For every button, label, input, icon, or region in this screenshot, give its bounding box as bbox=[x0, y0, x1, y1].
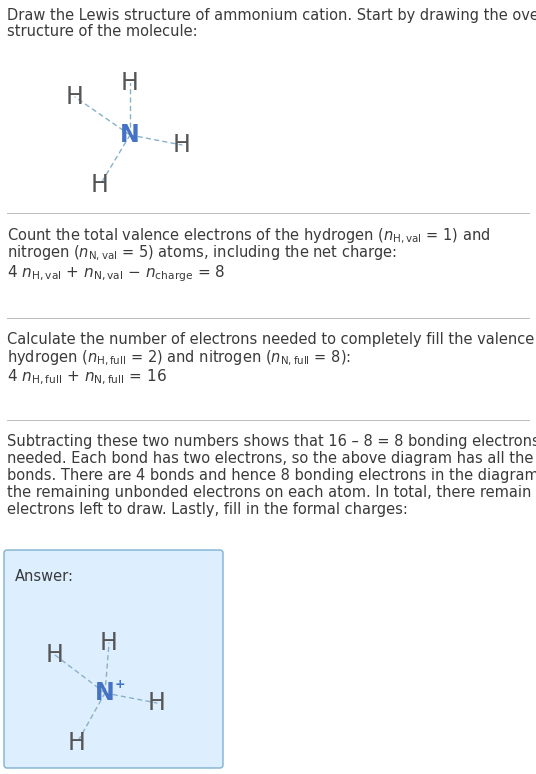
Text: needed. Each bond has two electrons, so the above diagram has all the necessary: needed. Each bond has two electrons, so … bbox=[7, 451, 536, 466]
Text: +: + bbox=[115, 677, 125, 690]
Text: H: H bbox=[148, 691, 166, 715]
Text: Count the total valence electrons of the hydrogen ($n_{\mathregular{H,val}}$ = 1: Count the total valence electrons of the… bbox=[7, 227, 490, 246]
Text: Calculate the number of electrons needed to completely fill the valence shells f: Calculate the number of electrons needed… bbox=[7, 332, 536, 347]
Text: H: H bbox=[91, 173, 109, 197]
Text: hydrogen ($n_{\mathregular{H,full}}$ = 2) and nitrogen ($n_{\mathregular{N,full}: hydrogen ($n_{\mathregular{H,full}}$ = 2… bbox=[7, 349, 351, 368]
Text: H: H bbox=[68, 731, 86, 755]
FancyBboxPatch shape bbox=[4, 550, 223, 768]
Text: H: H bbox=[121, 71, 139, 95]
Text: H: H bbox=[173, 133, 191, 157]
Text: the remaining unbonded electrons on each atom. In total, there remain 8 – 8 = 0: the remaining unbonded electrons on each… bbox=[7, 485, 536, 500]
Text: bonds. There are 4 bonds and hence 8 bonding electrons in the diagram. Fill in: bonds. There are 4 bonds and hence 8 bon… bbox=[7, 468, 536, 483]
Text: H: H bbox=[66, 85, 84, 109]
Text: H: H bbox=[46, 643, 64, 667]
Text: H: H bbox=[100, 631, 118, 655]
Text: Subtracting these two numbers shows that 16 – 8 = 8 bonding electrons are: Subtracting these two numbers shows that… bbox=[7, 434, 536, 449]
Text: structure of the molecule:: structure of the molecule: bbox=[7, 24, 198, 39]
Text: N: N bbox=[120, 123, 140, 147]
Text: Answer:: Answer: bbox=[15, 569, 74, 584]
Text: 4 $n_{\mathregular{H,val}}$ + $n_{\mathregular{N,val}}$ $-$ $n_{\mathregular{cha: 4 $n_{\mathregular{H,val}}$ + $n_{\mathr… bbox=[7, 263, 226, 283]
Text: N: N bbox=[95, 681, 115, 705]
Text: electrons left to draw. Lastly, fill in the formal charges:: electrons left to draw. Lastly, fill in … bbox=[7, 502, 408, 517]
Text: Draw the Lewis structure of ammonium cation. Start by drawing the overall: Draw the Lewis structure of ammonium cat… bbox=[7, 8, 536, 23]
Text: nitrogen ($n_{\mathregular{N,val}}$ = 5) atoms, including the net charge:: nitrogen ($n_{\mathregular{N,val}}$ = 5)… bbox=[7, 244, 397, 263]
Text: 4 $n_{\mathregular{H,full}}$ + $n_{\mathregular{N,full}}$ = 16: 4 $n_{\mathregular{H,full}}$ + $n_{\math… bbox=[7, 368, 167, 387]
